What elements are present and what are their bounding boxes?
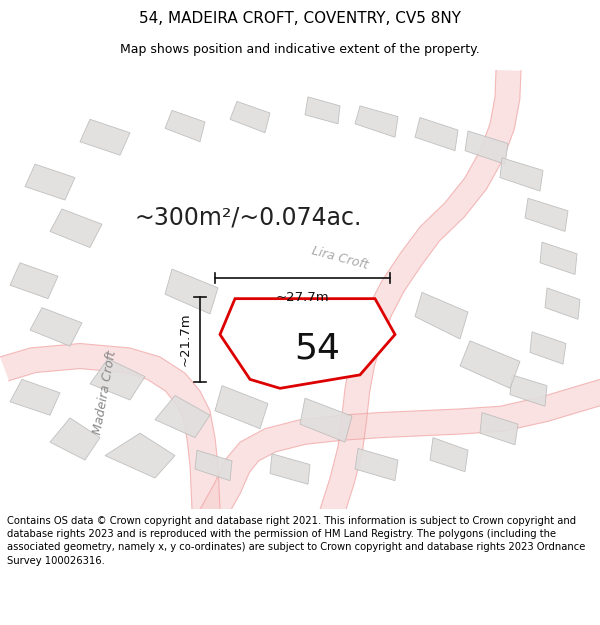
Polygon shape <box>50 209 102 248</box>
Text: ~27.7m: ~27.7m <box>275 291 329 304</box>
Polygon shape <box>465 131 508 164</box>
Polygon shape <box>200 379 600 521</box>
Polygon shape <box>355 106 398 138</box>
Text: ~21.7m: ~21.7m <box>179 312 192 366</box>
Polygon shape <box>545 288 580 319</box>
Polygon shape <box>50 418 100 460</box>
Polygon shape <box>0 344 220 511</box>
Polygon shape <box>540 242 577 274</box>
Polygon shape <box>530 332 566 364</box>
Text: 54, MADEIRA CROFT, COVENTRY, CV5 8NY: 54, MADEIRA CROFT, COVENTRY, CV5 8NY <box>139 11 461 26</box>
Text: Madeira Croft: Madeira Croft <box>91 350 119 436</box>
Text: Map shows position and indicative extent of the property.: Map shows position and indicative extent… <box>120 42 480 56</box>
Polygon shape <box>270 454 310 484</box>
Polygon shape <box>230 101 270 132</box>
Text: 54: 54 <box>294 332 340 366</box>
Polygon shape <box>105 433 175 478</box>
Polygon shape <box>320 70 521 516</box>
Text: Lira Croft: Lira Croft <box>310 244 370 272</box>
Polygon shape <box>500 158 543 191</box>
Polygon shape <box>10 379 60 415</box>
Polygon shape <box>80 119 130 155</box>
Polygon shape <box>510 375 547 406</box>
Polygon shape <box>355 448 398 481</box>
Polygon shape <box>195 450 232 481</box>
Polygon shape <box>30 308 82 346</box>
Polygon shape <box>165 111 205 142</box>
Polygon shape <box>415 292 468 339</box>
Polygon shape <box>460 341 520 388</box>
Polygon shape <box>525 198 568 231</box>
Polygon shape <box>415 118 458 151</box>
Polygon shape <box>10 262 58 299</box>
Polygon shape <box>305 97 340 124</box>
Polygon shape <box>480 412 518 445</box>
Text: Contains OS data © Crown copyright and database right 2021. This information is : Contains OS data © Crown copyright and d… <box>7 516 586 566</box>
Text: ~300m²/~0.074ac.: ~300m²/~0.074ac. <box>134 206 362 230</box>
Polygon shape <box>430 438 468 472</box>
Polygon shape <box>90 359 145 400</box>
Polygon shape <box>165 269 218 314</box>
Polygon shape <box>25 164 75 200</box>
Polygon shape <box>155 396 210 437</box>
Polygon shape <box>220 299 395 388</box>
Polygon shape <box>215 386 268 429</box>
Polygon shape <box>300 398 352 442</box>
